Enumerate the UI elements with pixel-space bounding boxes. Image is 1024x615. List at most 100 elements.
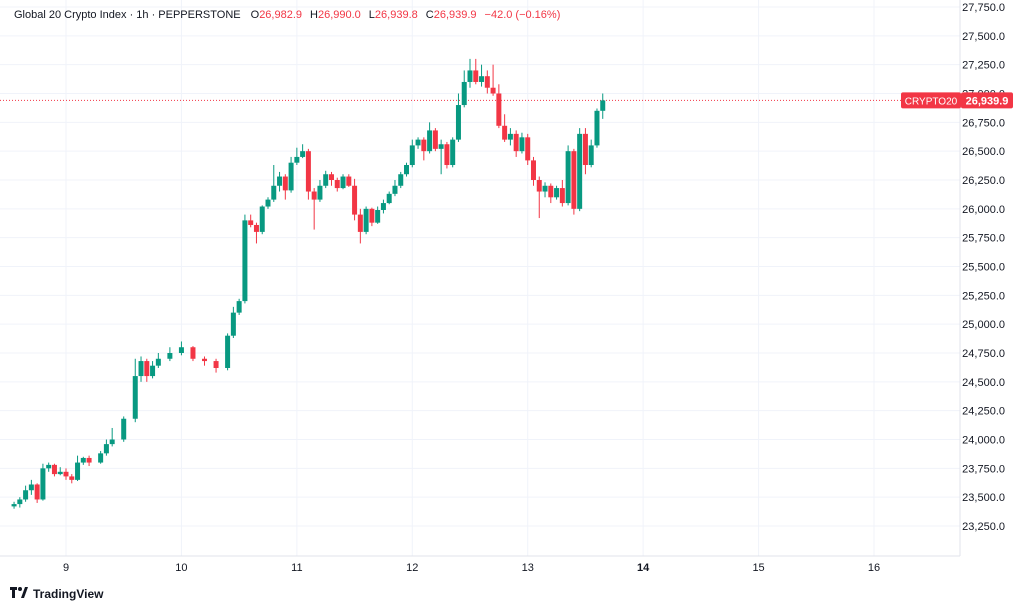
candle-up[interactable] [109, 439, 115, 445]
candle-up[interactable] [461, 81, 467, 106]
candle-down[interactable] [369, 208, 375, 223]
candle-down[interactable] [444, 144, 450, 166]
candle-up[interactable] [542, 185, 548, 192]
candle-down[interactable] [548, 185, 554, 198]
candle-down[interactable] [432, 130, 438, 149]
candle-up[interactable] [80, 457, 86, 463]
candle-down[interactable] [190, 347, 196, 359]
candle-down[interactable] [473, 70, 479, 82]
candle-down[interactable] [496, 93, 502, 126]
candle-up[interactable] [230, 312, 236, 336]
candle-up[interactable] [317, 185, 323, 200]
candle-down[interactable] [248, 220, 254, 225]
candle-up[interactable] [167, 353, 173, 359]
candle-up[interactable] [155, 358, 161, 366]
candle-down[interactable] [51, 464, 57, 475]
candle-up[interactable] [17, 499, 23, 505]
candle-down[interactable] [34, 484, 40, 500]
candle-up[interactable] [57, 471, 63, 475]
candle-down[interactable] [334, 180, 340, 189]
candle-up[interactable] [103, 444, 109, 454]
candle-up[interactable] [467, 70, 473, 82]
candle-down[interactable] [530, 160, 536, 180]
candle-down[interactable] [571, 151, 577, 209]
candle-up[interactable] [178, 347, 184, 353]
candle-up[interactable] [225, 335, 231, 368]
candle-up[interactable] [242, 220, 248, 302]
candle-up[interactable] [479, 76, 485, 82]
candle-down[interactable] [525, 137, 531, 161]
candle-up[interactable] [277, 176, 283, 186]
tradingview-logo[interactable]: TradingView [10, 586, 103, 601]
candle-down[interactable] [253, 224, 259, 232]
candle-up[interactable] [594, 110, 600, 146]
candle-down[interactable] [421, 139, 427, 152]
symbol-title[interactable]: Global 20 Crypto Index · 1h · PEPPERSTON… [14, 9, 241, 21]
candle-up[interactable] [46, 464, 52, 469]
candle-up[interactable] [138, 361, 144, 377]
candle-up[interactable] [427, 130, 433, 152]
candle-up[interactable] [271, 185, 277, 200]
candle-up[interactable] [455, 105, 461, 140]
candle-down[interactable] [282, 176, 288, 191]
candle-up[interactable] [409, 145, 415, 166]
candle-up[interactable] [398, 174, 404, 186]
candle-up[interactable] [121, 418, 127, 440]
candle-up[interactable] [600, 100, 606, 111]
candle-down[interactable] [536, 180, 542, 192]
candle-up[interactable] [40, 468, 46, 500]
candle-up[interactable] [375, 209, 381, 223]
candle-up[interactable] [392, 185, 398, 194]
candle-down[interactable] [63, 471, 69, 477]
candle-up[interactable] [380, 203, 386, 210]
candle-up[interactable] [577, 133, 583, 209]
candle-down[interactable] [144, 361, 150, 377]
candle-up[interactable] [554, 188, 560, 198]
candle-up[interactable] [132, 376, 138, 419]
candle-down[interactable] [311, 191, 317, 200]
candle-down[interactable] [490, 87, 496, 94]
candle-up[interactable] [288, 162, 294, 191]
candle-up[interactable] [565, 151, 571, 204]
candle-up[interactable] [404, 165, 410, 175]
candle-up[interactable] [265, 199, 271, 207]
candle-up[interactable] [415, 139, 421, 146]
candle-down[interactable] [352, 185, 358, 215]
candle-down[interactable] [484, 76, 490, 88]
candle-up[interactable] [28, 484, 34, 491]
candle-up[interactable] [98, 453, 104, 463]
candle-up[interactable] [236, 301, 242, 313]
candle-down[interactable] [328, 174, 334, 180]
candle-up[interactable] [323, 174, 329, 186]
x-tick-label: 10 [175, 562, 187, 574]
candle-up[interactable] [450, 139, 456, 166]
candle-up[interactable] [386, 193, 392, 204]
candle-down[interactable] [86, 457, 92, 463]
candle-up[interactable] [300, 151, 306, 157]
candle-up[interactable] [507, 133, 513, 140]
candle-down[interactable] [513, 133, 519, 152]
candle-down[interactable] [559, 188, 565, 204]
candle-down[interactable] [305, 151, 311, 192]
candle-down[interactable] [346, 176, 352, 186]
candle-up[interactable] [75, 462, 81, 480]
candle-up[interactable] [11, 504, 17, 507]
candle-down[interactable] [202, 358, 208, 362]
close-value: 26,939.9 [433, 9, 477, 21]
candle-up[interactable] [150, 365, 156, 377]
candle-up[interactable] [438, 144, 444, 149]
candle-up[interactable] [259, 206, 265, 232]
candle-up[interactable] [588, 145, 594, 166]
candle-up[interactable] [363, 208, 369, 232]
candle-up[interactable] [23, 490, 29, 500]
candle-down[interactable] [213, 361, 219, 368]
candle-down[interactable] [502, 125, 508, 140]
candle-up[interactable] [340, 176, 346, 189]
candle-up[interactable] [294, 156, 300, 163]
candle-down[interactable] [357, 214, 363, 232]
candle-up[interactable] [519, 137, 525, 152]
candle-down[interactable] [582, 133, 588, 166]
candle-down[interactable] [69, 476, 75, 480]
